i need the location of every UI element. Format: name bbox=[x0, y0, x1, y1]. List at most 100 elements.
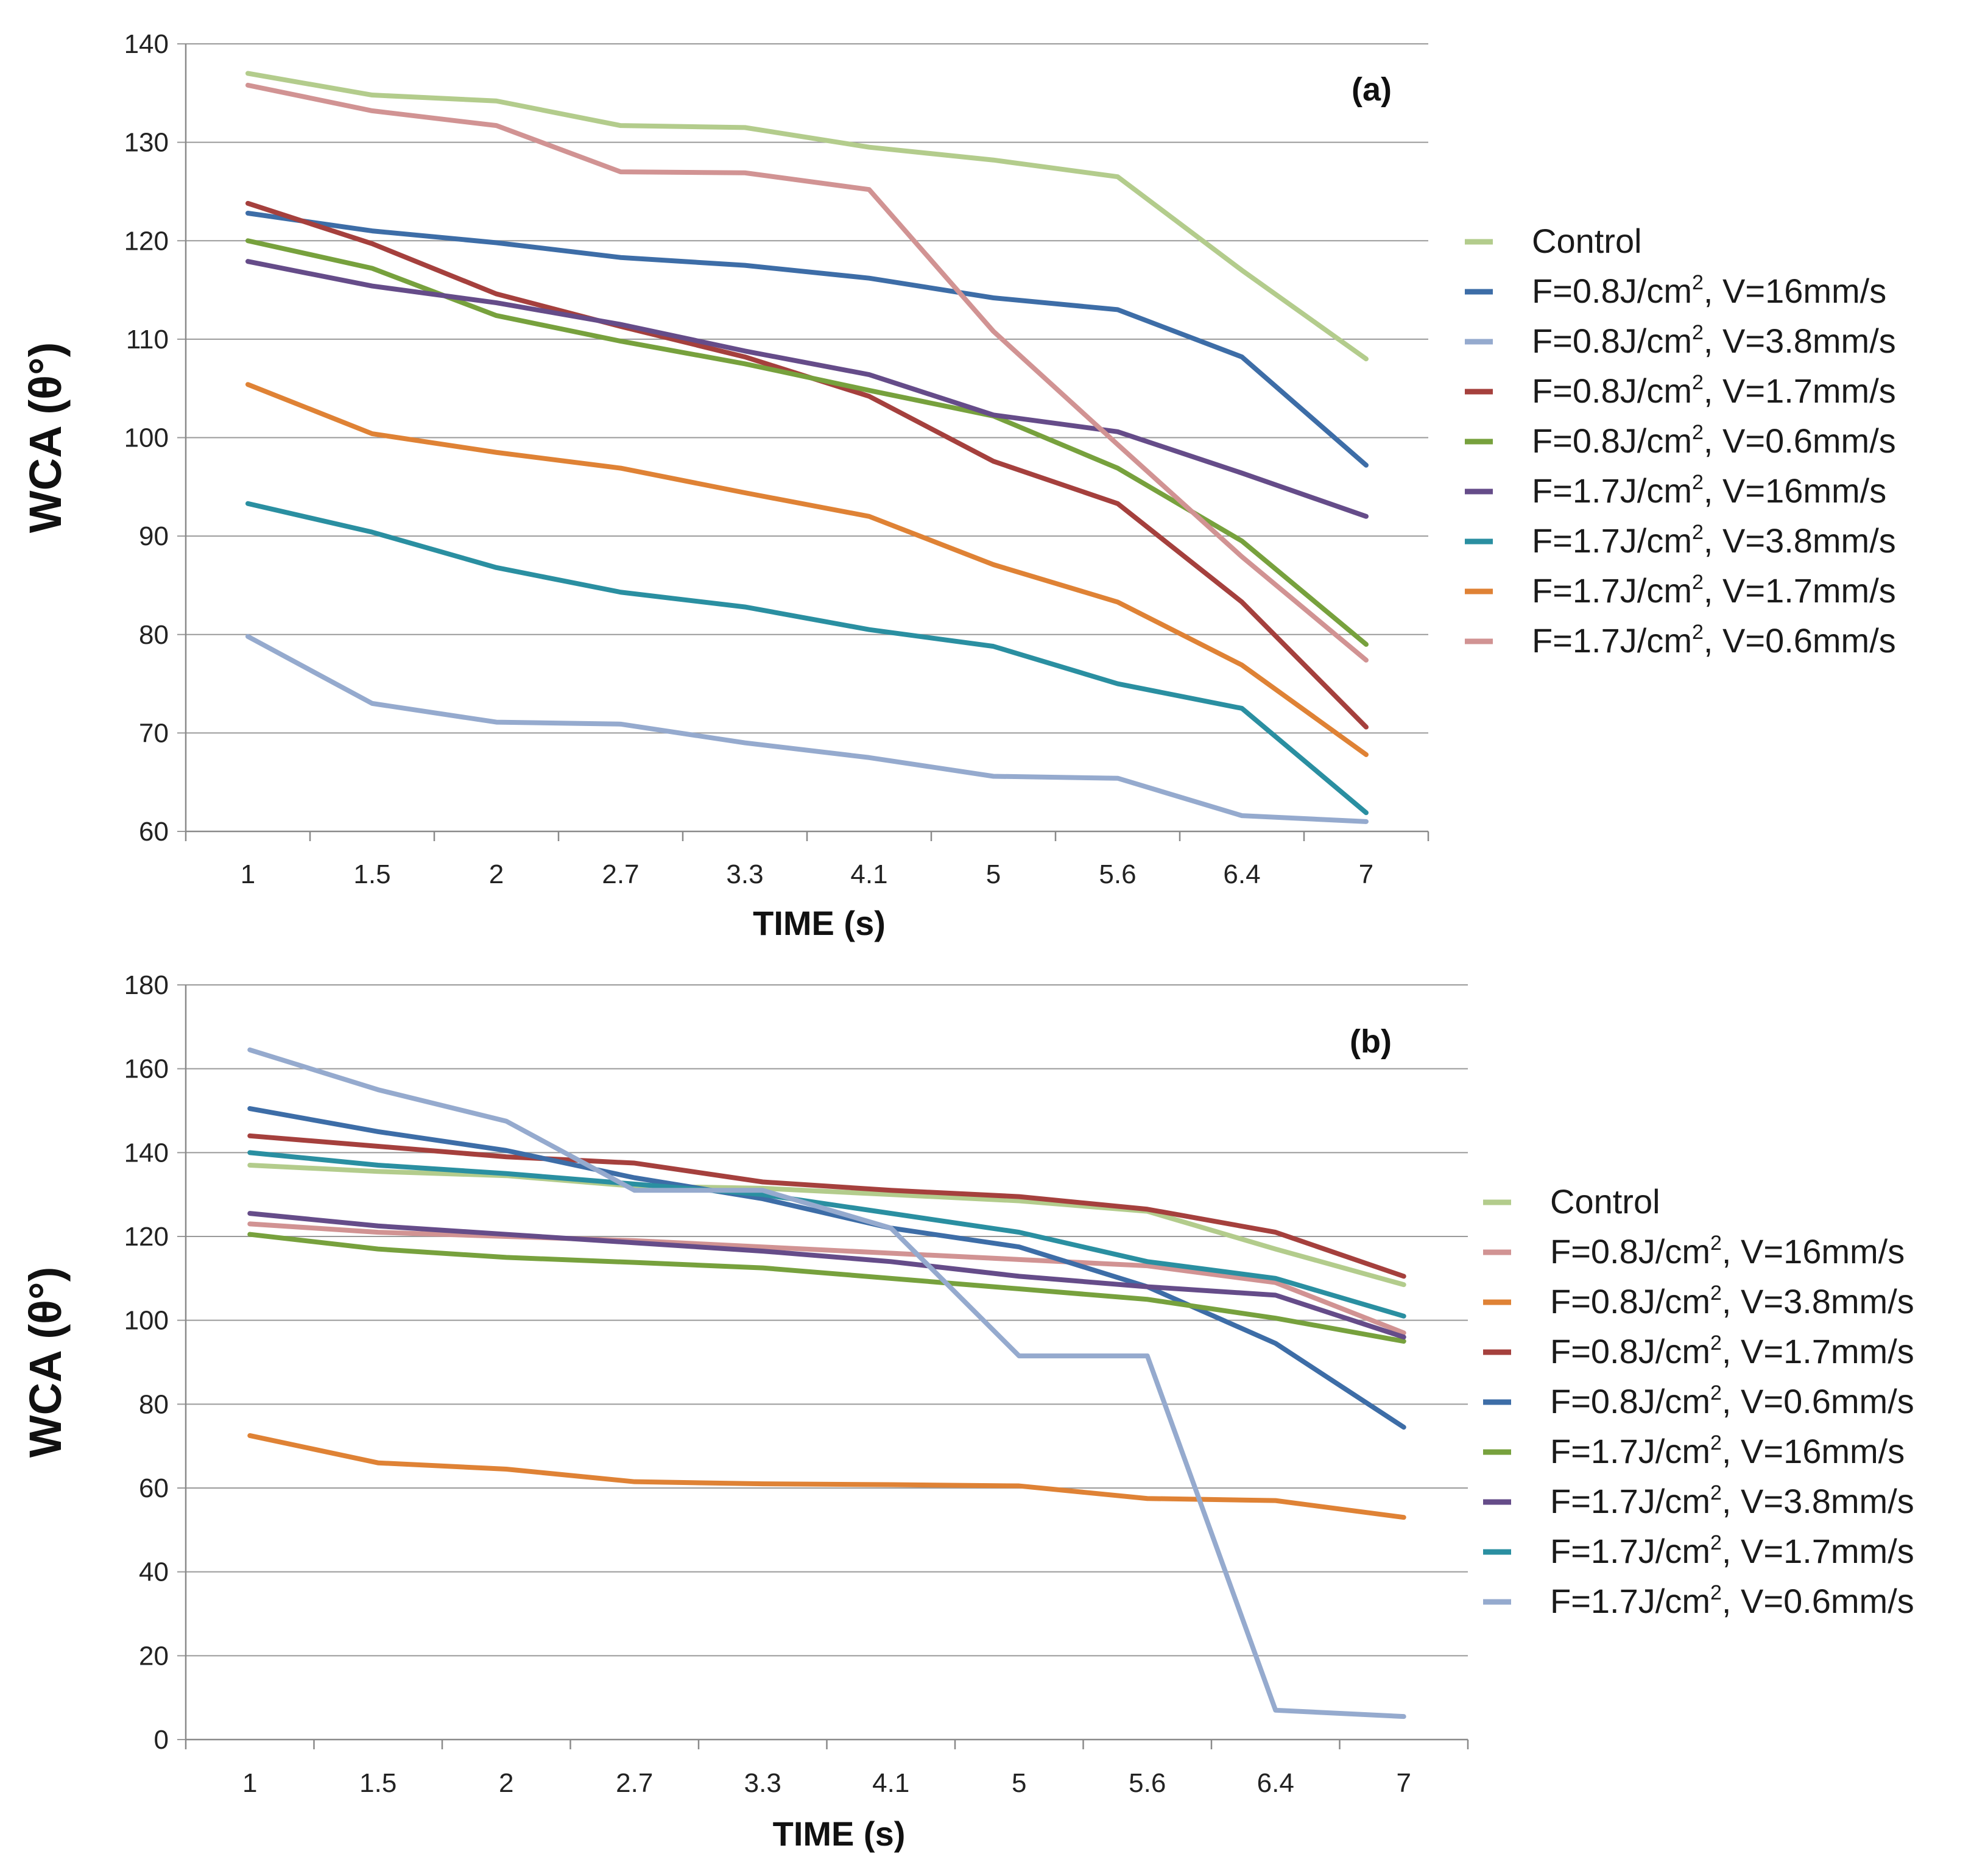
chart-panel-a: 60 70 80 90 100 110 120 130 140 1 1.5 2 2.7 3.3 4.1 5 5.… bbox=[20, 29, 1896, 942]
legend-superscript: 2 bbox=[1710, 1232, 1722, 1255]
series-line bbox=[247, 1150, 1406, 1319]
x-axis-title: TIME (s) bbox=[773, 1814, 906, 1853]
series-line bbox=[245, 210, 1369, 468]
series-line bbox=[245, 259, 1369, 519]
x-tick-label: 6.4 bbox=[1257, 1768, 1294, 1798]
legend-text-part: , V=16mm/s bbox=[1722, 1232, 1905, 1271]
x-tick-label: 1 bbox=[241, 859, 255, 889]
x-tick-label: 3.3 bbox=[744, 1768, 781, 1798]
legend-entry: F=0.8J/cm2, V=16mm/s bbox=[1550, 1232, 1905, 1271]
legend-entry: F=0.8J/cm2, V=16mm/s bbox=[1532, 271, 1886, 310]
legend-text-part: , V=3.8mm/s bbox=[1704, 521, 1896, 560]
legend-text-part: , V=3.8mm/s bbox=[1722, 1282, 1914, 1321]
legend-text-part: , V=0.6mm/s bbox=[1704, 421, 1896, 460]
legend-entry: F=1.7J/cm2, V=1.7mm/s bbox=[1532, 571, 1896, 610]
x-tick-label: 2.7 bbox=[602, 859, 639, 889]
legend-superscript: 2 bbox=[1692, 571, 1704, 594]
y-tick-label: 60 bbox=[139, 817, 169, 847]
legend-text-part: F=1.7J/cm bbox=[1532, 621, 1692, 660]
legend-text-part: Control bbox=[1532, 222, 1642, 260]
legend-text-part: , V=16mm/s bbox=[1704, 471, 1886, 510]
x-axis-title: TIME (s) bbox=[753, 904, 886, 942]
x-tick-label: 7 bbox=[1359, 859, 1373, 889]
x-tick-label: 2 bbox=[489, 859, 504, 889]
y-tick-label: 120 bbox=[124, 226, 169, 256]
legend-entry: F=0.8J/cm2, V=1.7mm/s bbox=[1550, 1331, 1914, 1370]
legend-text-part: , V=16mm/s bbox=[1722, 1432, 1905, 1470]
legend-text-part: , V=0.6mm/s bbox=[1704, 621, 1896, 660]
legend-entry: F=0.8J/cm2, V=0.6mm/s bbox=[1550, 1381, 1914, 1420]
y-tick-label: 120 bbox=[124, 1222, 169, 1252]
legend-entry: F=1.7J/cm2, V=16mm/s bbox=[1532, 471, 1886, 510]
legend-superscript: 2 bbox=[1692, 371, 1704, 394]
legend-text-part: F=1.7J/cm bbox=[1532, 471, 1692, 510]
series-line bbox=[245, 382, 1369, 757]
legend-text-part: F=1.7J/cm bbox=[1550, 1532, 1710, 1570]
x-tick-label: 5.6 bbox=[1099, 859, 1136, 889]
legend-text-part: F=0.8J/cm bbox=[1532, 421, 1692, 460]
y-tick-label: 140 bbox=[124, 1138, 169, 1168]
series-line bbox=[245, 501, 1369, 816]
x-tick-label: 7 bbox=[1397, 1768, 1411, 1798]
legend-superscript: 2 bbox=[1710, 1431, 1722, 1455]
y-tick-label: 80 bbox=[139, 1389, 169, 1419]
y-tick-label: 90 bbox=[139, 521, 169, 551]
x-tick-label: 5 bbox=[986, 859, 1001, 889]
legend-entry: F=0.8J/cm2, V=3.8mm/s bbox=[1532, 321, 1896, 360]
legend-entry: Control bbox=[1532, 222, 1642, 260]
legend-superscript: 2 bbox=[1710, 1481, 1722, 1504]
y-tick-label: 100 bbox=[124, 1306, 169, 1336]
legend-text-part: F=0.8J/cm bbox=[1532, 372, 1692, 410]
panel-label: (a) bbox=[1352, 71, 1392, 108]
legend-text-part: F=1.7J/cm bbox=[1532, 571, 1692, 610]
legend-entry: Control bbox=[1550, 1182, 1660, 1221]
series-line bbox=[245, 71, 1369, 362]
x-tick-label: 1.5 bbox=[359, 1768, 397, 1798]
chart-panel-b: 0 20 40 60 80 100 120 140 160 180 1 1.5 2 2.7 3.3 4.1 5 5… bbox=[20, 970, 1914, 1853]
y-tick-label: 180 bbox=[124, 970, 169, 1000]
legend-entry: F=1.7J/cm2, V=0.6mm/s bbox=[1550, 1581, 1914, 1620]
series-line bbox=[247, 1211, 1406, 1340]
legend-entry: F=1.7J/cm2, V=3.8mm/s bbox=[1532, 521, 1896, 560]
legend-text-part: , V=3.8mm/s bbox=[1722, 1482, 1914, 1520]
series-line bbox=[247, 1232, 1406, 1344]
legend-text-part: , V=1.7mm/s bbox=[1722, 1332, 1914, 1370]
y-tick-label: 160 bbox=[124, 1054, 169, 1084]
legend-text-part: F=0.8J/cm bbox=[1550, 1232, 1710, 1271]
series-line bbox=[247, 1133, 1406, 1279]
x-tick-label: 1 bbox=[242, 1768, 257, 1798]
legend-text-part: F=0.8J/cm bbox=[1550, 1332, 1710, 1370]
x-tick-label: 1.5 bbox=[353, 859, 390, 889]
legend-text-part: , V=0.6mm/s bbox=[1722, 1582, 1914, 1620]
series-line bbox=[247, 1433, 1406, 1520]
x-tick-label: 5 bbox=[1012, 1768, 1026, 1798]
series-line bbox=[247, 1047, 1406, 1719]
legend-superscript: 2 bbox=[1692, 321, 1704, 344]
y-tick-label: 20 bbox=[139, 1641, 169, 1671]
x-tick-label: 6.4 bbox=[1223, 859, 1260, 889]
legend-text-part: , V=3.8mm/s bbox=[1704, 322, 1896, 360]
legend-text-part: , V=0.6mm/s bbox=[1722, 1382, 1914, 1420]
legend-text-part: F=0.8J/cm bbox=[1550, 1382, 1710, 1420]
legend-text-part: F=0.8J/cm bbox=[1532, 322, 1692, 360]
y-axis-title: WCA (θ°) bbox=[20, 1267, 71, 1458]
series-line bbox=[247, 1221, 1406, 1336]
legend-text-part: F=1.7J/cm bbox=[1550, 1582, 1710, 1620]
series-line bbox=[245, 633, 1369, 824]
y-tick-label: 80 bbox=[139, 620, 169, 650]
legend-superscript: 2 bbox=[1710, 1531, 1722, 1554]
x-tick-label: 5.6 bbox=[1129, 1768, 1166, 1798]
y-tick-label: 110 bbox=[126, 325, 169, 354]
legend-text-part: F=1.7J/cm bbox=[1550, 1482, 1710, 1520]
legend-text-part: F=0.8J/cm bbox=[1550, 1282, 1710, 1321]
legend-text-part: , V=1.7mm/s bbox=[1722, 1532, 1914, 1570]
legend-entry: F=0.8J/cm2, V=3.8mm/s bbox=[1550, 1282, 1914, 1321]
legend-text-part: F=1.7J/cm bbox=[1532, 521, 1692, 560]
series-line bbox=[245, 238, 1369, 647]
legend-text-part: , V=1.7mm/s bbox=[1704, 571, 1896, 610]
x-tick-label: 2.7 bbox=[616, 1768, 653, 1798]
legend-entry: F=0.8J/cm2, V=0.6mm/s bbox=[1532, 421, 1896, 460]
x-tick-label: 2 bbox=[499, 1768, 513, 1798]
